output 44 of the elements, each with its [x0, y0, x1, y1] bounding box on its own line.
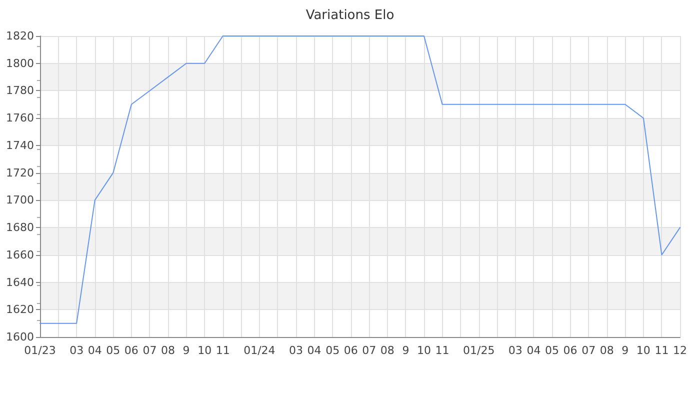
y-tick-label: 1820: [6, 30, 34, 42]
x-tick-label: 06: [344, 344, 358, 357]
x-tick-label: 01/25: [463, 344, 495, 357]
x-tick-label: 04: [526, 344, 541, 357]
x-tick-label: 07: [582, 344, 596, 357]
x-tick-label: 06: [124, 344, 138, 357]
x-tick-label: 03: [289, 344, 303, 357]
x-tick-label: 9: [182, 344, 190, 357]
y-tick-label: 1760: [6, 112, 34, 125]
y-tick-label: 1680: [6, 221, 34, 234]
x-tick-label: 10: [417, 344, 431, 357]
x-tick-label: 07: [142, 344, 157, 357]
y-tick-label: 1720: [6, 166, 34, 180]
x-tick-label: 04: [307, 344, 322, 357]
x-tick-label: 06: [563, 344, 578, 357]
y-tick-label: 1800: [6, 56, 34, 70]
y-tick-label: 1620: [6, 303, 34, 316]
x-tick-label: 9: [402, 344, 410, 357]
x-tick-label: 05: [326, 344, 340, 357]
x-tick-label: 08: [380, 344, 394, 357]
x-tick-label: 01/23: [24, 344, 56, 357]
chart-title: Variations Elo: [306, 8, 394, 23]
x-tick-label: 10: [198, 344, 212, 357]
x-tick-label: 04: [88, 344, 102, 357]
y-tick-label: 1780: [6, 84, 34, 98]
x-tick-label: 05: [106, 344, 120, 357]
x-tick-label: 9: [622, 344, 629, 357]
x-tick-label: 11: [435, 344, 450, 357]
x-tick-label: 08: [161, 344, 175, 357]
x-tick-label: 12: [673, 344, 687, 357]
x-tick-label: 05: [545, 344, 559, 357]
y-tick-label: 1640: [6, 276, 34, 289]
x-tick-label: 10: [636, 344, 650, 357]
x-tick-label: 07: [362, 344, 376, 357]
x-tick-label: 01/24: [244, 344, 276, 357]
x-tick-label: 08: [600, 344, 614, 357]
y-tick-label: 1600: [6, 330, 34, 344]
y-tick-label: 1740: [6, 138, 34, 152]
x-tick-label: 03: [508, 344, 522, 357]
x-tick-label: 03: [70, 344, 84, 357]
y-tick-label: 1660: [6, 248, 34, 262]
y-tick-label: 1700: [6, 194, 34, 207]
x-tick-label: 11: [216, 344, 230, 357]
x-tick-label: 11: [654, 344, 669, 357]
